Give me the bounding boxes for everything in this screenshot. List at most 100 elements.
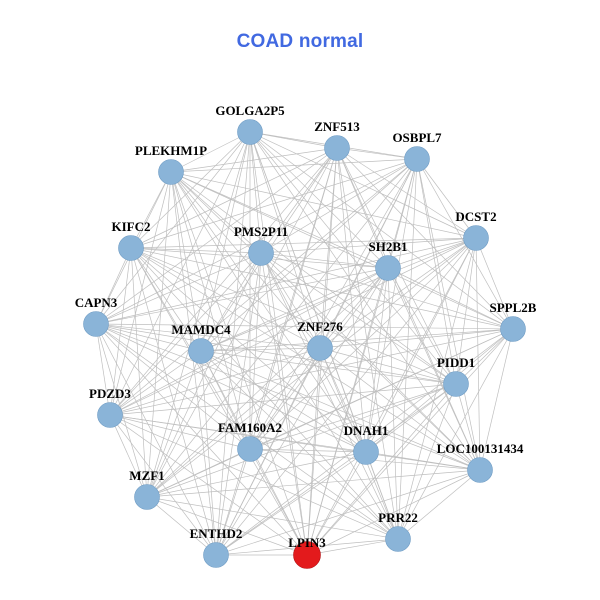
edge [319, 267, 389, 349]
edge [260, 158, 418, 254]
edge [130, 247, 262, 254]
node-label-DCST2: DCST2 [455, 209, 496, 224]
edge [146, 131, 251, 498]
node-label-PRR22: PRR22 [378, 510, 418, 525]
node-CAPN3 [83, 311, 109, 337]
node-layer [83, 119, 526, 569]
edge [416, 158, 481, 471]
edge [130, 147, 338, 249]
edge [95, 323, 481, 471]
node-DNAH1 [353, 439, 379, 465]
edge [95, 323, 367, 453]
edge [109, 328, 514, 416]
edge [109, 158, 418, 416]
node-PIDD1 [443, 371, 469, 397]
edge [109, 414, 481, 471]
edge [249, 131, 477, 239]
edge [397, 328, 514, 540]
edge [319, 347, 457, 385]
node-MAMDC4 [188, 338, 214, 364]
node-FAM160A2 [237, 436, 263, 462]
edge [109, 414, 251, 450]
edge [170, 131, 251, 173]
node-PLEKHM1P [158, 159, 184, 185]
edge [170, 171, 477, 239]
edge [109, 347, 321, 416]
edge [130, 158, 418, 249]
label-layer: GOLGA2P5 ZNF513 OSBPL7 PLEKHM1P DCST2 KIFC2 PM… [75, 103, 537, 550]
edge [130, 247, 399, 540]
edge [200, 350, 481, 471]
node-label-CAPN3: CAPN3 [75, 295, 118, 310]
edge [215, 347, 321, 556]
node-label-ENTHD2: ENTHD2 [190, 526, 243, 541]
edge [170, 171, 308, 556]
node-label-LPIN3: LPIN3 [288, 535, 326, 550]
edge [130, 237, 477, 249]
edge [306, 328, 514, 556]
edge [170, 171, 262, 254]
node-label-PDZD3: PDZD3 [89, 386, 131, 401]
edge [387, 267, 457, 385]
edge [109, 383, 457, 416]
edge [260, 252, 399, 540]
edge [215, 252, 262, 556]
edge [249, 448, 308, 556]
edge [306, 267, 389, 556]
node-KIFC2 [118, 235, 144, 261]
edge [306, 469, 481, 556]
edge [95, 323, 111, 416]
edge [215, 237, 477, 556]
edge [306, 383, 457, 556]
edge [95, 323, 202, 352]
edge [387, 237, 477, 269]
edge [200, 252, 262, 352]
edge [170, 171, 514, 330]
edge [397, 469, 481, 540]
edge [170, 171, 251, 450]
figure-title: COAD normal [236, 31, 364, 52]
edge [249, 131, 481, 471]
edge [200, 350, 367, 453]
edge [455, 237, 477, 385]
node-label-SH2B1: SH2B1 [368, 239, 407, 254]
edge [306, 538, 399, 556]
edge [249, 131, 321, 349]
edge [146, 496, 308, 556]
edge [455, 328, 514, 385]
edge [109, 414, 399, 540]
edge [387, 267, 514, 330]
edge [319, 328, 514, 349]
edge [109, 414, 308, 556]
edge [249, 383, 457, 450]
edge [95, 267, 389, 325]
edge [109, 147, 338, 416]
node-ZNF276 [307, 335, 333, 361]
node-label-ZNF276: ZNF276 [297, 319, 343, 334]
node-label-PIDD1: PIDD1 [437, 355, 475, 370]
edge [170, 171, 217, 556]
node-OSBPL7 [404, 146, 430, 172]
edge [146, 496, 399, 540]
edge [146, 147, 338, 498]
edge [249, 131, 514, 330]
edge [130, 247, 308, 556]
node-PRR22 [385, 526, 411, 552]
edge [146, 469, 481, 498]
edge [109, 247, 132, 416]
edge [109, 171, 172, 416]
edge [146, 347, 321, 498]
node-label-GOLGA2P5: GOLGA2P5 [215, 103, 285, 118]
node-label-LOC100131434: LOC100131434 [437, 441, 524, 456]
edge [215, 469, 481, 556]
node-ENTHD2 [203, 542, 229, 568]
node-label-MZF1: MZF1 [129, 468, 164, 483]
node-label-OSBPL7: OSBPL7 [392, 130, 442, 145]
edge [306, 451, 367, 556]
edge [95, 323, 399, 540]
node-MZF1 [134, 484, 160, 510]
edge [416, 158, 477, 239]
edge [249, 158, 418, 450]
